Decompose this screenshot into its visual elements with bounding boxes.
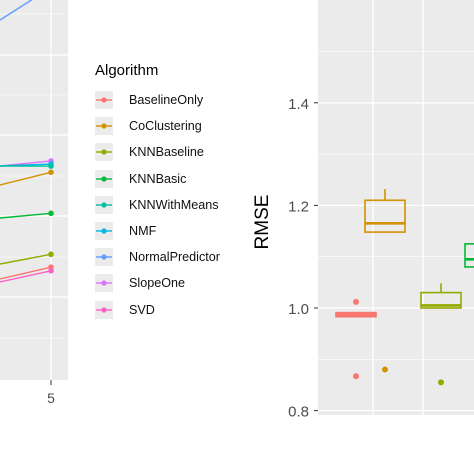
line-panel-background bbox=[0, 0, 68, 380]
legend-item: KNNWithMeans bbox=[95, 192, 270, 218]
legend-label: NMF bbox=[129, 223, 157, 238]
box-panel-marks bbox=[335, 188, 474, 386]
line-series-svd bbox=[0, 270, 52, 283]
legend-key bbox=[95, 169, 113, 188]
line-x-tick-label: 5 bbox=[47, 390, 55, 406]
legend-label: CoClustering bbox=[129, 119, 202, 134]
legend-item: NormalPredictor bbox=[95, 244, 270, 270]
line-series-coclustering bbox=[0, 171, 52, 186]
box-outlier bbox=[382, 366, 388, 373]
box-iqr bbox=[364, 199, 406, 233]
legend-title: Algorithm bbox=[95, 62, 159, 79]
y-tick-label: 0.8 bbox=[288, 404, 309, 421]
box-panel-background bbox=[318, 0, 474, 415]
legend-item: BaselineOnly bbox=[95, 87, 270, 113]
legend-label: SlopeOne bbox=[129, 276, 186, 291]
line-point-coclustering bbox=[48, 169, 54, 176]
legend-key bbox=[95, 91, 113, 109]
legend-key bbox=[95, 195, 113, 214]
legend-item: CoClustering bbox=[95, 113, 270, 139]
box-iqr bbox=[464, 243, 474, 268]
line-point-knnbaseline bbox=[48, 251, 54, 258]
legend-item: SlopeOne bbox=[95, 270, 270, 296]
legend-item: SVD bbox=[95, 297, 270, 323]
line-series-normalpredictor bbox=[0, 0, 33, 21]
box-outlier bbox=[353, 373, 359, 380]
line-series-baselineonly bbox=[0, 266, 52, 280]
legend-key bbox=[95, 117, 113, 136]
legend-key bbox=[95, 248, 113, 267]
line-point-svd bbox=[48, 267, 54, 274]
box-knnbasic bbox=[464, 243, 474, 268]
legend-item: KNNBasic bbox=[95, 166, 270, 192]
line-point-knnwithmeans bbox=[48, 163, 54, 169]
legend-label: KNNBaseline bbox=[129, 145, 204, 160]
box-panel: 0.8 1.0 1.2 1.4 RMSE bbox=[252, 0, 474, 421]
box-outlier bbox=[353, 298, 359, 305]
y-tick-label: 1.2 bbox=[288, 198, 309, 215]
box-coclustering bbox=[364, 188, 406, 373]
line-panel-marks bbox=[0, 0, 54, 283]
legend-item: NMF bbox=[95, 218, 270, 244]
legend-key bbox=[95, 221, 113, 240]
legend: Algorithm BaselineOnly CoClustering KNNBas… bbox=[95, 60, 270, 323]
legend-key bbox=[95, 274, 113, 293]
legend-key bbox=[95, 300, 113, 319]
legend-label: KNNBasic bbox=[129, 171, 187, 186]
legend-label: BaselineOnly bbox=[129, 93, 204, 107]
legend-label: KNNWithMeans bbox=[129, 197, 219, 212]
y-tick-label: 1.0 bbox=[288, 301, 309, 318]
box-iqr bbox=[420, 291, 462, 309]
legend-key bbox=[95, 143, 113, 162]
legend-item: KNNBaseline bbox=[95, 139, 270, 165]
box-knnbaseline bbox=[420, 283, 462, 386]
legend-items: BaselineOnly CoClustering KNNBaseline KNNBa… bbox=[95, 87, 270, 323]
line-series-knnbasic bbox=[0, 212, 52, 219]
box-outlier bbox=[438, 379, 444, 386]
y-axis-title: RMSE bbox=[252, 195, 273, 250]
line-panel: 5 bbox=[0, 0, 68, 406]
box-panel-y-axis: 0.8 1.0 1.2 1.4 bbox=[288, 96, 318, 421]
line-point-knnbasic bbox=[48, 210, 54, 217]
legend-label: SVD bbox=[129, 302, 155, 317]
y-tick-label: 1.4 bbox=[288, 96, 309, 113]
legend-label: NormalPredictor bbox=[129, 250, 220, 265]
line-series-knnbaseline bbox=[0, 253, 52, 265]
box-baselineonly bbox=[335, 298, 377, 380]
